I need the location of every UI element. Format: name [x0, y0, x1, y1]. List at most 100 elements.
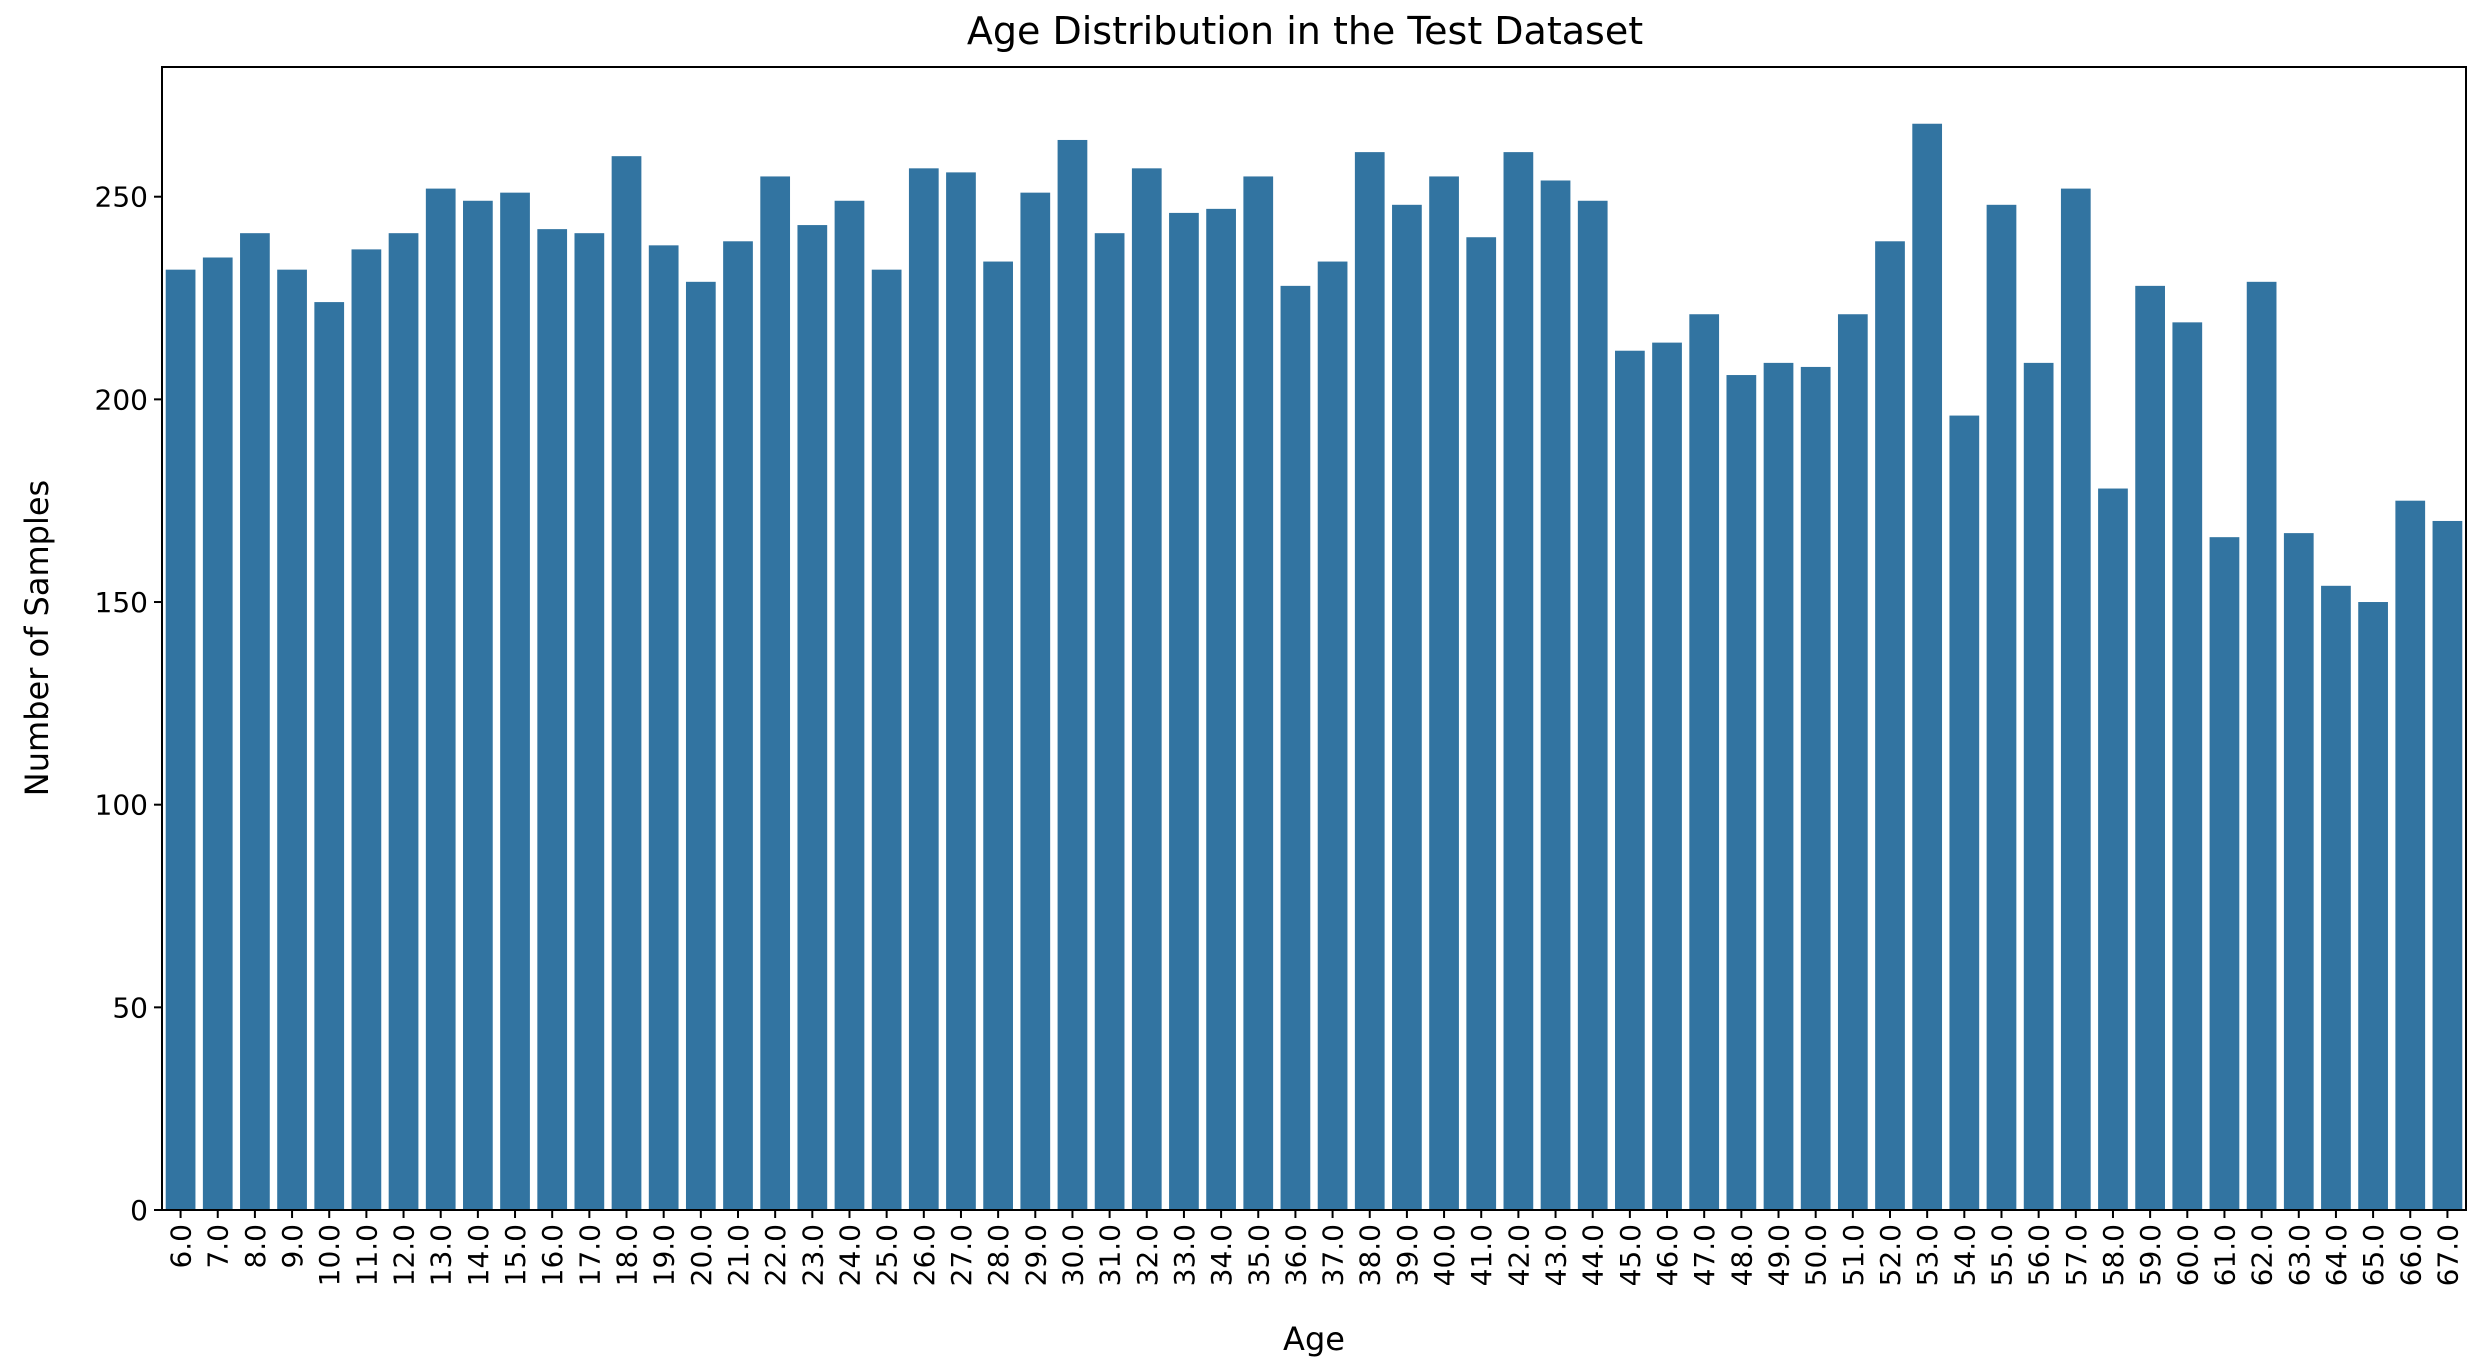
bar-9.0: [277, 269, 307, 1210]
bar-38.0: [1354, 152, 1385, 1210]
x-tick-label: 28.0: [982, 1224, 1015, 1286]
x-tick-label: 24.0: [833, 1224, 866, 1286]
bar-10.0: [314, 302, 345, 1211]
x-tick-label: 30.0: [1056, 1224, 1089, 1286]
bar-19.0: [648, 245, 679, 1211]
x-axis-label: Age: [1283, 1320, 1345, 1358]
x-tick-label: 6.0: [165, 1224, 198, 1269]
bar-22.0: [760, 176, 791, 1211]
x-tick-label: 67.0: [2431, 1224, 2464, 1286]
x-tick-label: 14.0: [462, 1224, 495, 1286]
x-tick-label: 39.0: [1391, 1224, 1424, 1286]
bar-50.0: [1800, 366, 1831, 1210]
bar-63.0: [2283, 533, 2314, 1210]
y-tick-label: 150: [95, 586, 148, 619]
x-tick-label: 33.0: [1168, 1224, 1201, 1286]
x-tick-label: 10.0: [313, 1224, 346, 1286]
bar-64.0: [2321, 585, 2351, 1210]
bar-37.0: [1317, 261, 1348, 1210]
x-tick-label: 13.0: [425, 1224, 458, 1286]
bar-40.0: [1429, 176, 1459, 1211]
chart-title: Age Distribution in the Test Dataset: [967, 9, 1643, 53]
bar-67.0: [2432, 520, 2463, 1210]
x-tick-label: 21.0: [722, 1224, 755, 1286]
bar-23.0: [797, 225, 828, 1210]
x-tick-label: 57.0: [2060, 1224, 2093, 1286]
bar-36.0: [1280, 285, 1311, 1210]
bar-49.0: [1763, 362, 1794, 1210]
x-tick-label: 44.0: [1577, 1224, 1610, 1286]
x-tick-label: 66.0: [2394, 1224, 2427, 1286]
x-tick-label: 64.0: [2320, 1224, 2353, 1286]
bar-20.0: [685, 281, 716, 1210]
bar-34.0: [1206, 208, 1236, 1211]
bar-44.0: [1577, 200, 1608, 1210]
x-tick-label: 26.0: [908, 1224, 941, 1286]
bar-56.0: [2023, 362, 2054, 1210]
x-tick-label: 46.0: [1651, 1224, 1684, 1286]
bar-55.0: [1986, 204, 2017, 1210]
bar-39.0: [1392, 204, 1422, 1210]
bar-62.0: [2246, 281, 2277, 1210]
bar-53.0: [1912, 123, 1943, 1211]
bar-24.0: [834, 200, 865, 1210]
bar-7.0: [202, 257, 233, 1210]
bar-58.0: [2098, 488, 2128, 1210]
x-tick-label: 59.0: [2134, 1224, 2167, 1286]
x-tick-label: 23.0: [796, 1224, 829, 1286]
x-tick-label: 25.0: [871, 1224, 904, 1286]
bar-52.0: [1875, 241, 1905, 1211]
bar-43.0: [1540, 180, 1571, 1211]
bar-25.0: [871, 269, 902, 1210]
x-tick-label: 16.0: [536, 1224, 569, 1286]
x-tick-label: 37.0: [1317, 1224, 1350, 1286]
x-tick-label: 11.0: [350, 1224, 383, 1286]
x-tick-label: 45.0: [1614, 1224, 1647, 1286]
bar-31.0: [1094, 233, 1125, 1210]
x-tick-label: 7.0: [202, 1224, 235, 1269]
y-axis: 0 50 100 150 200 250: [95, 181, 162, 1227]
bar-45.0: [1615, 350, 1645, 1211]
y-tick-label: 200: [95, 383, 148, 416]
bars-group: [165, 123, 2463, 1211]
bar-51.0: [1837, 314, 1868, 1210]
bar-30.0: [1057, 139, 1088, 1211]
bar-8.0: [240, 233, 270, 1210]
x-tick-label: 38.0: [1354, 1224, 1387, 1286]
bar-29.0: [1020, 192, 1051, 1210]
x-tick-label: 36.0: [1279, 1224, 1312, 1286]
bar-61.0: [2209, 537, 2240, 1210]
x-tick-label: 63.0: [2283, 1224, 2316, 1286]
bar-47.0: [1689, 314, 1720, 1210]
bar-21.0: [723, 241, 753, 1211]
x-tick-label: 48.0: [1725, 1224, 1758, 1286]
bar-66.0: [2395, 500, 2426, 1210]
bar-14.0: [463, 200, 493, 1210]
bar-33.0: [1169, 212, 1199, 1210]
y-tick-label: 250: [95, 181, 148, 214]
bar-11.0: [351, 249, 382, 1210]
x-tick-label: 52.0: [1874, 1224, 1907, 1286]
bar-6.0: [165, 269, 196, 1210]
x-tick-label: 58.0: [2097, 1224, 2130, 1286]
y-tick-label: 100: [95, 789, 148, 822]
x-tick-label: 47.0: [1688, 1224, 1721, 1286]
bar-46.0: [1652, 342, 1682, 1210]
bar-26.0: [908, 168, 939, 1211]
bar-15.0: [500, 192, 530, 1210]
x-tick-label: 56.0: [2023, 1224, 2056, 1286]
x-tick-label: 18.0: [611, 1224, 644, 1286]
x-tick-label: 61.0: [2208, 1224, 2241, 1286]
x-tick-label: 29.0: [1019, 1224, 1052, 1286]
x-tick-label: 60.0: [2171, 1224, 2204, 1286]
x-tick-label: 35.0: [1242, 1224, 1275, 1286]
x-tick-label: 32.0: [1131, 1224, 1164, 1286]
x-tick-label: 54.0: [1948, 1224, 1981, 1286]
bar-41.0: [1466, 237, 1497, 1211]
x-tick-label: 53.0: [1911, 1224, 1944, 1286]
bar-42.0: [1503, 152, 1534, 1210]
x-tick-label: 20.0: [685, 1224, 718, 1286]
x-tick-label: 50.0: [1800, 1224, 1833, 1286]
bar-32.0: [1131, 168, 1162, 1211]
bar-13.0: [425, 188, 456, 1211]
